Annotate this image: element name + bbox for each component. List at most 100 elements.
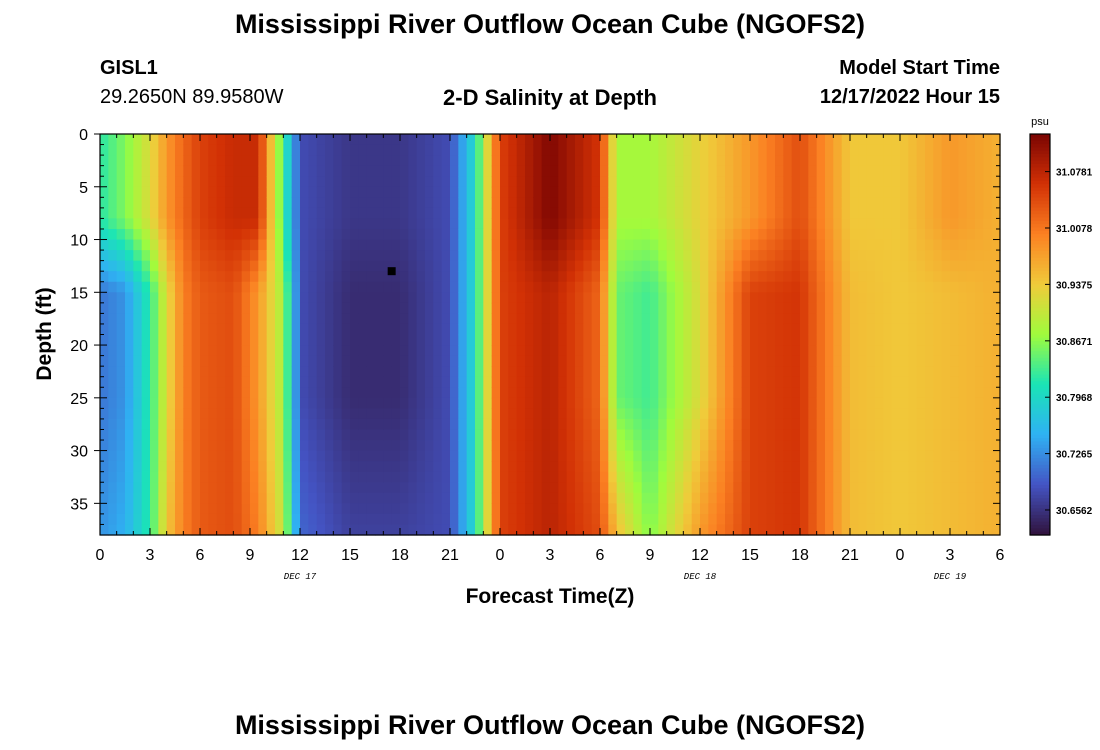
heatmap-cell <box>675 440 684 452</box>
heatmap-cell <box>841 302 851 314</box>
heatmap-cell <box>716 165 726 177</box>
heatmap-cell <box>741 408 751 420</box>
heatmap-cell <box>150 355 159 367</box>
heatmap-cell <box>775 218 784 230</box>
heatmap-cell <box>508 218 518 230</box>
heatmap-cell <box>391 271 401 283</box>
heatmap-cell <box>533 376 543 388</box>
heatmap-cell <box>183 186 193 198</box>
heatmap-cell <box>750 313 759 325</box>
heatmap-cell <box>283 440 293 452</box>
heatmap-cell <box>733 144 743 156</box>
heatmap-cell <box>875 207 884 220</box>
heatmap-cell <box>783 366 793 378</box>
heatmap-cell <box>366 450 376 462</box>
heatmap-cell <box>333 334 343 346</box>
heatmap-cell <box>516 197 526 209</box>
heatmap-cell <box>433 144 443 156</box>
heatmap-cell <box>625 313 634 325</box>
heatmap-cell <box>425 366 434 378</box>
heatmap-cell <box>525 144 534 156</box>
heatmap-cell <box>466 355 476 367</box>
heatmap-cell <box>300 313 309 325</box>
heatmap-cell <box>858 345 868 357</box>
heatmap-cell <box>450 408 459 420</box>
heatmap-cell <box>308 218 318 230</box>
heatmap-cell <box>566 165 576 177</box>
heatmap-cell <box>175 218 184 230</box>
heatmap-cell <box>266 524 276 536</box>
heatmap-cell <box>833 250 843 262</box>
heatmap-cell <box>141 355 151 367</box>
heatmap-cell <box>116 334 126 346</box>
heatmap-cell <box>725 345 734 357</box>
heatmap-cell <box>158 281 168 293</box>
heatmap-cell <box>858 271 868 283</box>
heatmap-cell <box>708 345 718 357</box>
heatmap-cell <box>700 313 709 325</box>
heatmap-cell <box>258 440 268 452</box>
heatmap-cell <box>441 292 451 304</box>
heatmap-cell <box>225 292 234 304</box>
heatmap-cell <box>325 218 334 230</box>
heatmap-cell <box>900 482 909 494</box>
heatmap-cell <box>325 408 334 420</box>
heatmap-cell <box>116 355 126 367</box>
heatmap-cell <box>166 165 176 177</box>
heatmap-cell <box>508 323 518 336</box>
heatmap-cell <box>566 345 576 357</box>
heatmap-cell <box>808 197 818 209</box>
heatmap-cell <box>475 292 484 304</box>
heatmap-cell <box>125 165 134 177</box>
heatmap-cell <box>700 345 709 357</box>
heatmap-cell <box>441 387 451 399</box>
heatmap-cell <box>358 513 368 526</box>
colorbar-segment <box>1030 377 1050 382</box>
heatmap-cell <box>716 429 726 441</box>
heatmap-cell <box>191 503 201 515</box>
heatmap-cell <box>925 492 934 504</box>
heatmap-cell <box>916 429 926 441</box>
heatmap-cell <box>300 176 309 188</box>
heatmap-cell <box>100 271 109 283</box>
heatmap-cell <box>308 323 318 336</box>
heatmap-cell <box>658 144 668 156</box>
heatmap-cell <box>533 155 543 167</box>
heatmap-cell <box>158 313 168 325</box>
heatmap-cell <box>800 186 809 198</box>
heatmap-cell <box>400 302 409 314</box>
heatmap-cell <box>633 482 643 494</box>
heatmap-cell <box>825 440 834 452</box>
heatmap-cell <box>941 302 951 314</box>
heatmap-cell <box>908 397 918 409</box>
heatmap-cell <box>375 366 384 378</box>
heatmap-cell <box>566 334 576 346</box>
heatmap-cell <box>641 440 651 452</box>
heatmap-cell <box>925 260 934 272</box>
heatmap-cell <box>675 418 684 431</box>
heatmap-cell <box>108 197 118 209</box>
heatmap-cell <box>841 218 851 230</box>
heatmap-cell <box>208 334 218 346</box>
heatmap-cell <box>483 239 493 251</box>
heatmap-cell <box>433 334 443 346</box>
heatmap-cell <box>241 492 251 504</box>
heatmap-cell <box>633 323 643 336</box>
heatmap-cell <box>558 440 568 452</box>
heatmap-cell <box>416 524 426 536</box>
heatmap-cell <box>933 155 943 167</box>
heatmap-cell <box>725 281 734 293</box>
heatmap-cell <box>100 471 109 483</box>
heatmap-cell <box>350 313 359 325</box>
heatmap-cell <box>491 376 501 388</box>
heatmap-cell <box>775 387 784 399</box>
heatmap-cell <box>666 144 676 156</box>
heatmap-cell <box>875 281 884 293</box>
heatmap-cell <box>108 503 118 515</box>
heatmap-cell <box>425 186 434 198</box>
heatmap-cell <box>783 397 793 409</box>
heatmap-cell <box>200 281 209 293</box>
heatmap-cell <box>533 461 543 473</box>
heatmap-cell <box>950 461 959 473</box>
heatmap-cell <box>366 292 376 304</box>
